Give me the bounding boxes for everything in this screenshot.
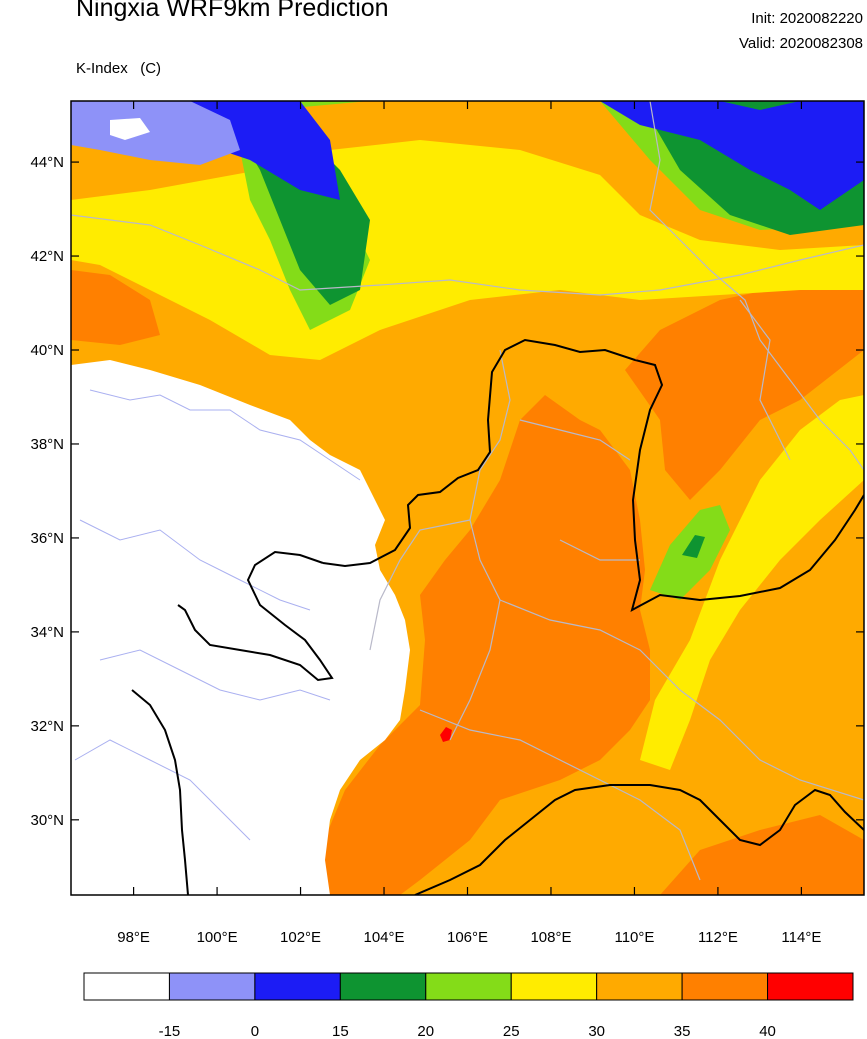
legend-label: 15: [332, 1023, 349, 1039]
map-title: Ningxia WRF9km Prediction: [76, 0, 389, 22]
lon-tick-label: 114°E: [781, 929, 821, 946]
field-35-40-south: [320, 395, 650, 895]
legend-swatch: [767, 972, 854, 1001]
legend-swatch: [83, 972, 170, 1001]
lat-tick-label: 32°N: [30, 718, 64, 735]
legend-label: 35: [674, 1023, 691, 1039]
latitude-ticks: 30°N 32°N 34°N 36°N 38°N 40°N 42°N 44°N: [30, 154, 864, 829]
legend-label: 0: [251, 1023, 259, 1039]
province-lines: [71, 101, 864, 881]
lon-tick-label: 98°E: [117, 929, 150, 946]
variable-label: K-Index (C): [76, 60, 162, 77]
legend-swatch: [596, 972, 683, 1001]
lat-tick-label: 42°N: [30, 248, 64, 265]
lon-tick-label: 106°E: [447, 929, 488, 946]
lat-tick-label: 40°N: [30, 342, 64, 359]
water-lines: [74, 389, 361, 841]
field-masked-terrain: [71, 360, 410, 895]
legend-swatch: [254, 972, 341, 1001]
legend-swatch: [339, 972, 427, 1001]
legend-label: 20: [417, 1023, 434, 1039]
lat-tick-label: 38°N: [30, 436, 64, 453]
lon-tick-label: 100°E: [197, 929, 238, 946]
field-40-plus: [440, 727, 452, 742]
legend-label: 40: [759, 1023, 776, 1039]
lon-tick-label: 108°E: [530, 929, 571, 946]
lat-tick-label: 44°N: [30, 154, 64, 171]
color-legend: -15 0 15 20 25 30 35 40: [83, 972, 854, 1039]
field-35-40-southeast: [660, 815, 864, 895]
longitude-ticks: 98°E 100°E 102°E 104°E 106°E 108°E 110°E 112°E 1…: [117, 101, 821, 946]
lat-tick-label: 36°N: [30, 530, 64, 547]
valid-time: Valid: 2020082308: [739, 35, 863, 52]
lon-tick-label: 102°E: [280, 929, 321, 946]
lon-tick-label: 110°E: [614, 929, 654, 946]
field-0-15-northeast: [600, 101, 864, 210]
legend-swatch: [425, 972, 512, 1001]
field-15-20-east: [682, 535, 705, 558]
legend-swatch: [681, 972, 769, 1001]
legend-swatch: [168, 972, 256, 1001]
legend-label: 30: [588, 1023, 605, 1039]
legend-label: 25: [503, 1023, 520, 1039]
lon-tick-label: 112°E: [698, 929, 738, 946]
field-25-30-east: [640, 395, 864, 770]
lat-tick-label: 30°N: [30, 812, 64, 829]
field-35-40-northwest: [71, 270, 160, 345]
legend-label: -15: [159, 1023, 181, 1039]
lon-tick-label: 104°E: [364, 929, 405, 946]
legend-swatch: [510, 972, 598, 1001]
map-field: [71, 101, 864, 895]
init-time: Init: 2020082220: [751, 10, 863, 27]
national-borders: [131, 338, 864, 895]
field-35-40-northeast: [625, 280, 864, 500]
field-neg15-0: [71, 101, 240, 165]
lat-tick-label: 34°N: [30, 624, 64, 641]
field-below-neg15: [110, 118, 150, 140]
